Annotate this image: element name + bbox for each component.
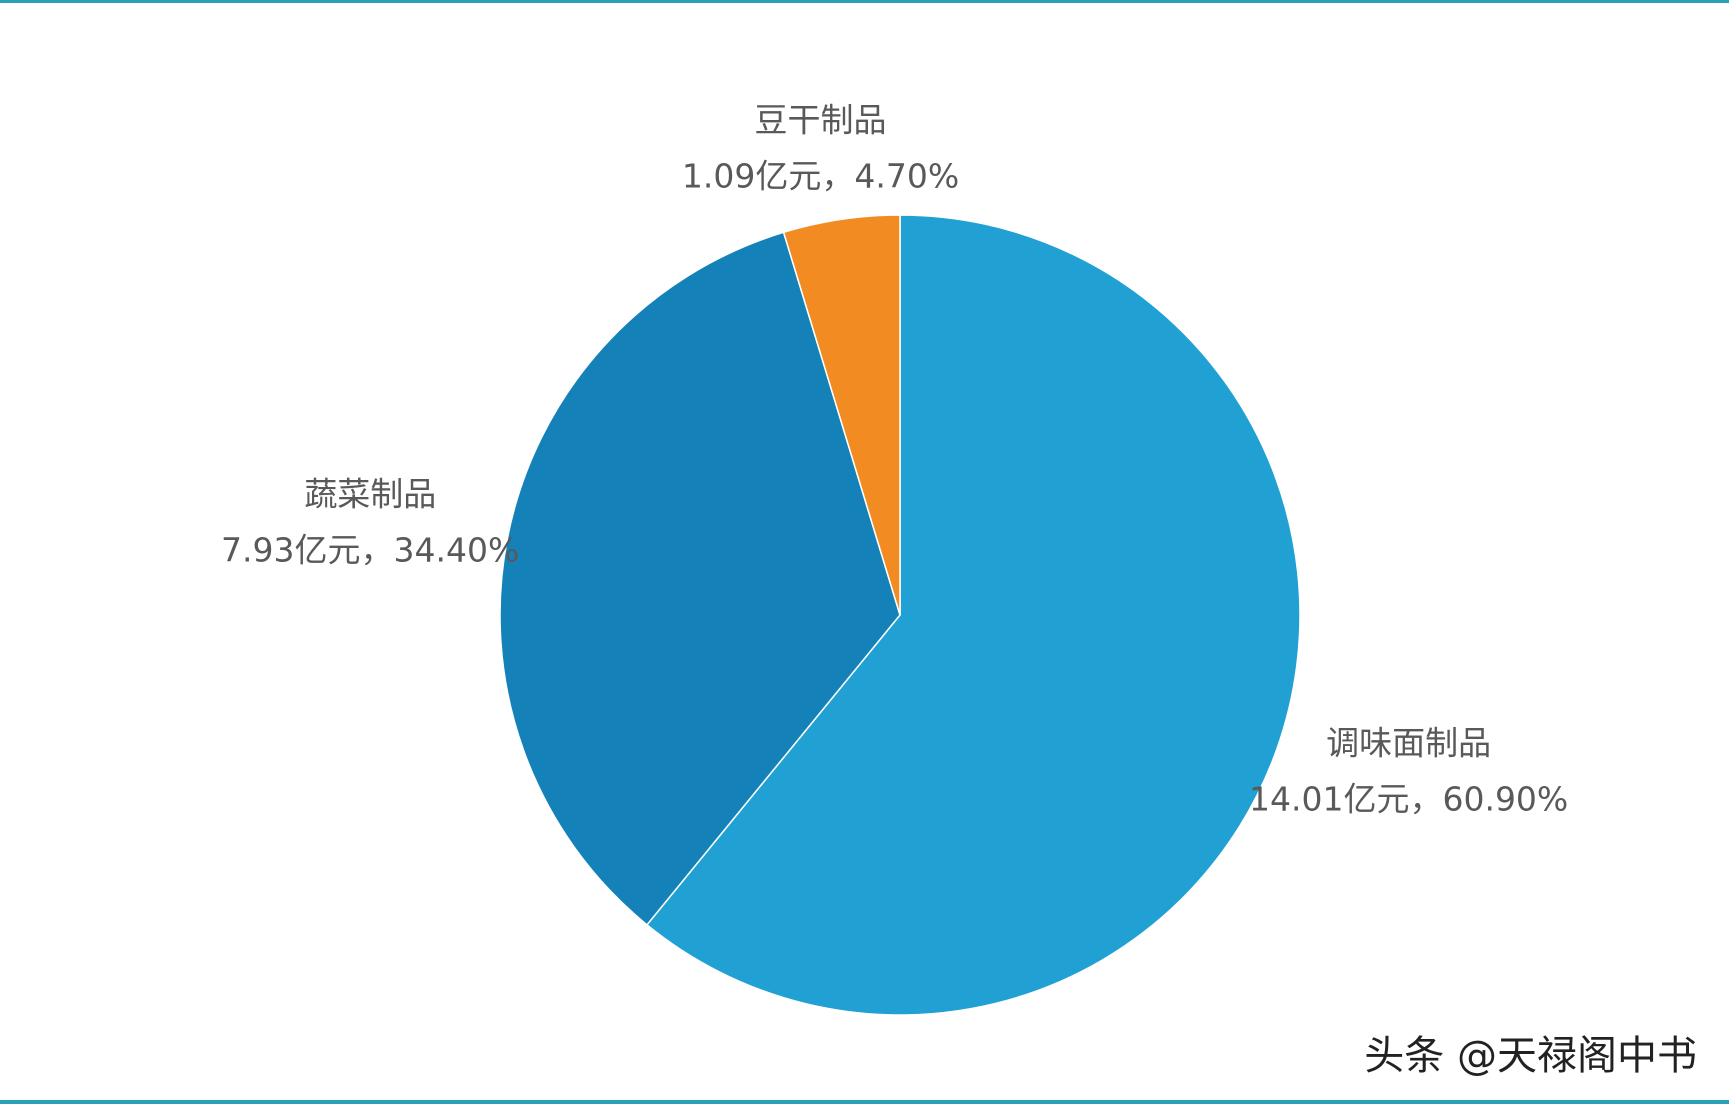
slice-label: 调味面制品	[1326, 723, 1491, 762]
value-label: 7.93亿元，34.40%	[221, 531, 519, 570]
value-label: 14.01亿元，60.90%	[1249, 779, 1568, 818]
slice-label: 蔬菜制品	[304, 475, 436, 514]
pie-slice	[782, 214, 901, 616]
value-label: 1.09亿元，4.70%	[682, 157, 959, 196]
bottom-border	[0, 1100, 1729, 1104]
watermark: 头条 @天禄阁中书	[1364, 1033, 1697, 1079]
slice-label: 豆干制品	[755, 101, 887, 140]
pie-slice	[499, 231, 901, 926]
pie-slice	[645, 214, 1301, 1016]
top-border	[0, 0, 1729, 3]
